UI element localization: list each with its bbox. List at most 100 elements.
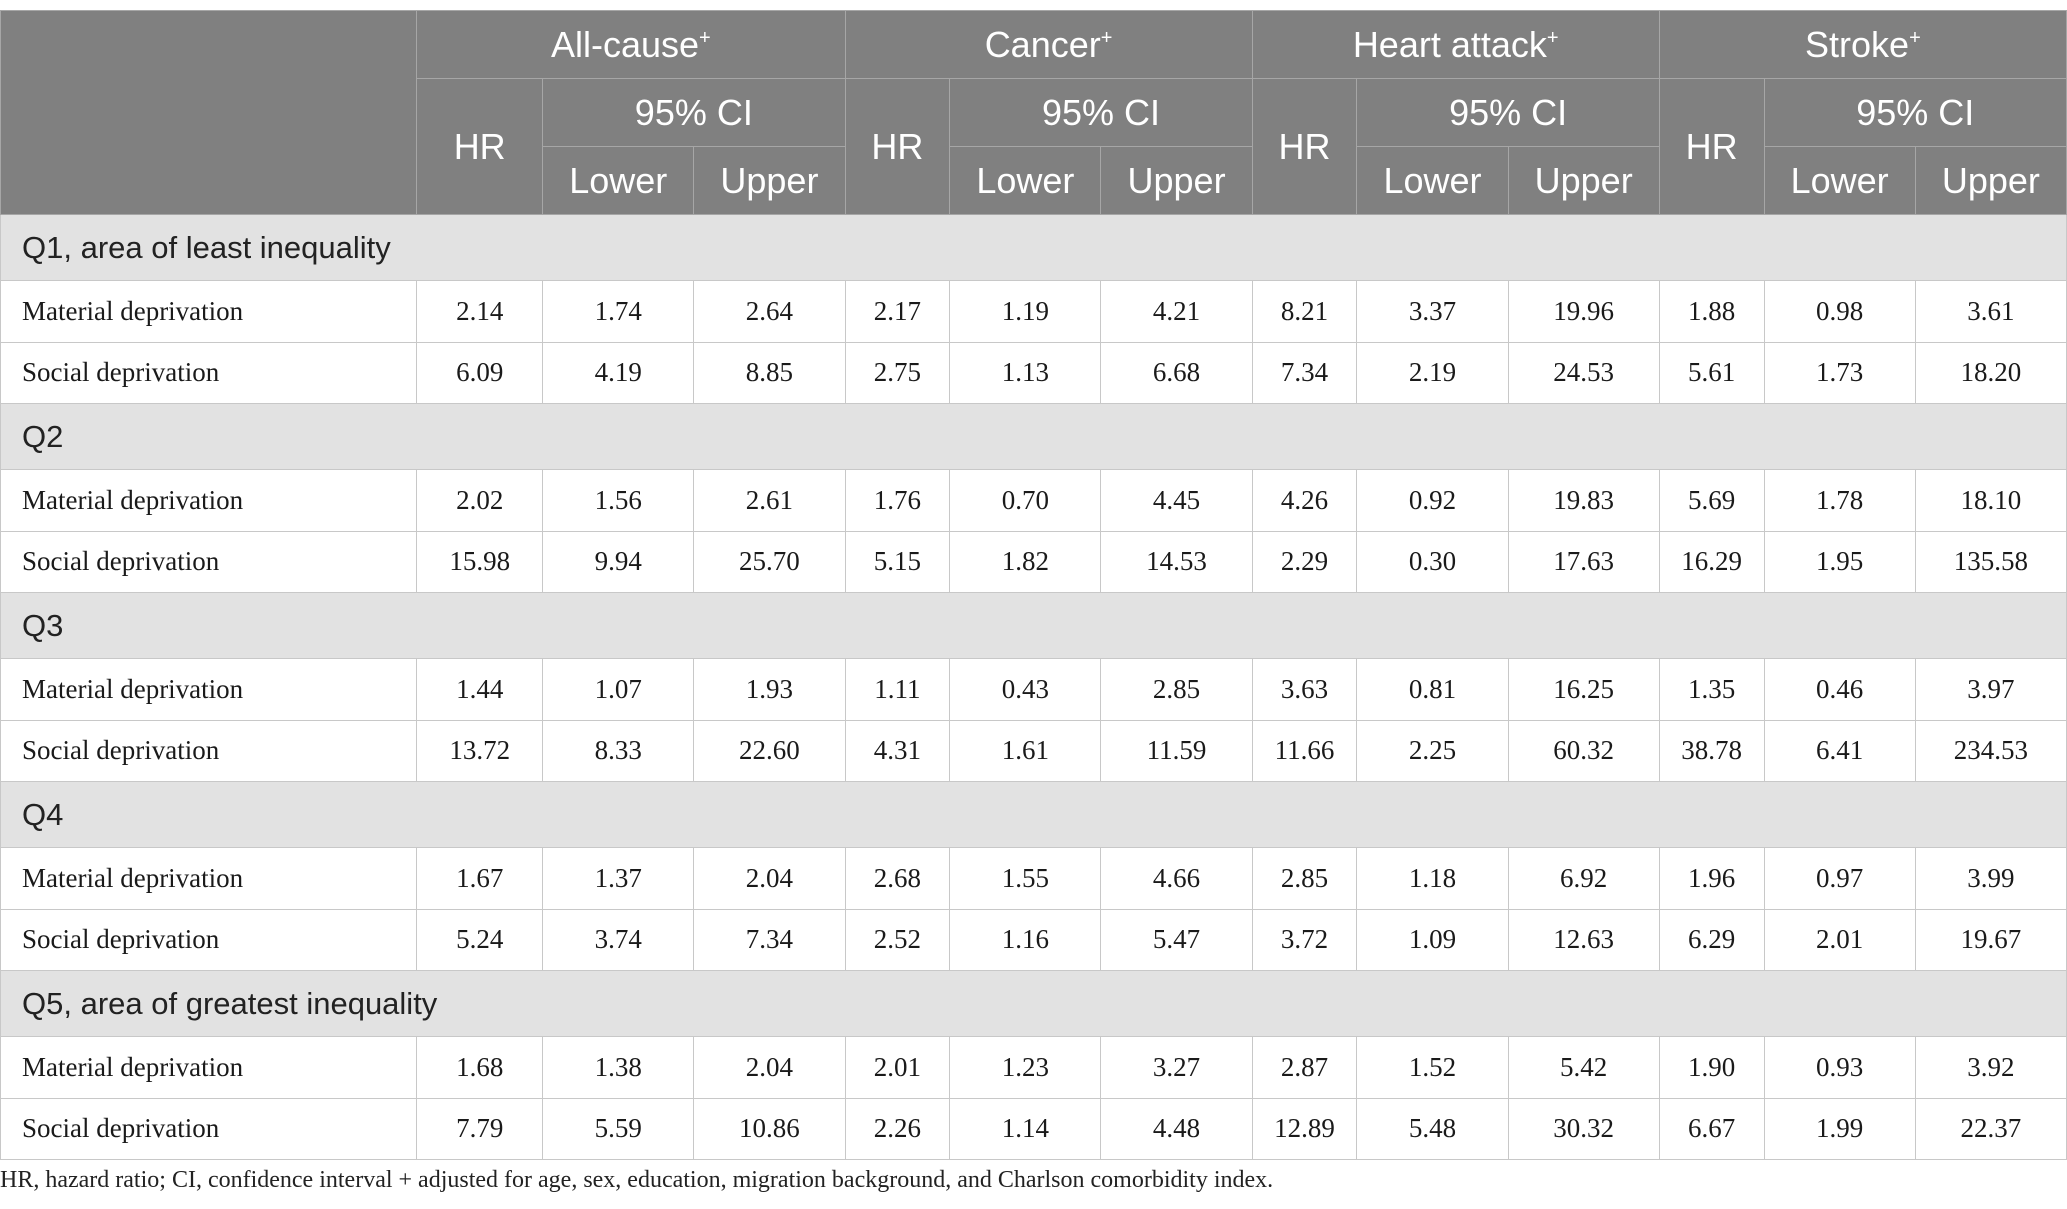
- table-row: Social deprivation 15.98 9.94 25.70 5.15 1.82…: [0, 530, 2067, 593]
- table-cell: 13.72: [416, 719, 544, 782]
- table-cell: 3.63: [1251, 658, 1358, 721]
- section-row: Q1, area of least inequality: [0, 214, 2067, 281]
- hr-header: HR: [1251, 78, 1358, 215]
- table-cell: 0.70: [949, 469, 1102, 532]
- table-cell: 5.48: [1356, 1097, 1509, 1160]
- table-cell: 3.92: [1914, 1036, 2067, 1099]
- group-header-stroke: Stroke+: [1658, 10, 2067, 79]
- table-cell: 3.97: [1914, 658, 2067, 721]
- table-cell: 2.02: [416, 469, 544, 532]
- table-cell: 11.66: [1251, 719, 1358, 782]
- group-header-all-cause: All-cause+: [416, 10, 846, 79]
- upper-header: Upper: [693, 146, 846, 215]
- table-cell: 8.33: [542, 719, 695, 782]
- table-cell: 2.04: [693, 1036, 846, 1099]
- table-cell: 1.23: [949, 1036, 1102, 1099]
- table-cell: 1.76: [844, 469, 951, 532]
- table-cell: 1.99: [1763, 1097, 1916, 1160]
- table-cell: 22.60: [693, 719, 846, 782]
- table-cell: 7.34: [1251, 341, 1358, 404]
- table-cell: 2.87: [1251, 1036, 1358, 1099]
- table-cell: 2.14: [416, 280, 544, 343]
- table-cell: 1.09: [1356, 908, 1509, 971]
- table-cell: 22.37: [1914, 1097, 2067, 1160]
- row-label: Social deprivation: [0, 530, 418, 593]
- table-cell: 1.18: [1356, 847, 1509, 910]
- table-cell: 2.29: [1251, 530, 1358, 593]
- table-cell: 4.26: [1251, 469, 1358, 532]
- hr-header: HR: [416, 78, 544, 215]
- table-cell: 18.10: [1914, 469, 2067, 532]
- table-cell: 1.56: [542, 469, 695, 532]
- table-cell: 6.09: [416, 341, 544, 404]
- header-row-measures: HR 95% CI HR 95% CI HR 95% CI HR 95% CI: [1, 78, 2067, 215]
- table-row: Material deprivation 1.67 1.37 2.04 2.68 1.55…: [0, 847, 2067, 910]
- table-cell: 5.47: [1100, 908, 1253, 971]
- table-cell: 38.78: [1658, 719, 1765, 782]
- section-title: Q5, area of greatest inequality: [0, 970, 2067, 1037]
- table-cell: 8.85: [693, 341, 846, 404]
- row-label: Social deprivation: [0, 908, 418, 971]
- table-cell: 1.73: [1763, 341, 1916, 404]
- table-cell: 1.90: [1658, 1036, 1765, 1099]
- table-cell: 1.82: [949, 530, 1102, 593]
- table-cell: 0.93: [1763, 1036, 1916, 1099]
- table-cell: 3.61: [1914, 280, 2067, 343]
- table-cell: 1.61: [949, 719, 1102, 782]
- table-cell: 16.25: [1507, 658, 1660, 721]
- table-row: Social deprivation 13.72 8.33 22.60 4.31 1.61…: [0, 719, 2067, 782]
- upper-header: Upper: [1914, 146, 2067, 215]
- table-row: Material deprivation 2.14 1.74 2.64 2.17 1.19…: [0, 280, 2067, 343]
- table-cell: 2.26: [844, 1097, 951, 1160]
- table-cell: 25.70: [693, 530, 846, 593]
- table-cell: 2.19: [1356, 341, 1509, 404]
- row-label: Material deprivation: [0, 280, 418, 343]
- table-cell: 1.13: [949, 341, 1102, 404]
- table-cell: 1.88: [1658, 280, 1765, 343]
- table-cell: 5.59: [542, 1097, 695, 1160]
- table-cell: 5.42: [1507, 1036, 1660, 1099]
- table-cell: 6.68: [1100, 341, 1253, 404]
- table-cell: 1.44: [416, 658, 544, 721]
- lower-header: Lower: [1356, 146, 1509, 215]
- section-title: Q2: [0, 403, 2067, 470]
- table-cell: 2.52: [844, 908, 951, 971]
- table-cell: 2.61: [693, 469, 846, 532]
- table-cell: 7.79: [416, 1097, 544, 1160]
- section-row: Q4: [0, 781, 2067, 848]
- table-cell: 1.37: [542, 847, 695, 910]
- hr-header: HR: [1658, 78, 1765, 215]
- table-cell: 0.46: [1763, 658, 1916, 721]
- ci-header: 95% CI: [949, 78, 1253, 147]
- table-cell: 15.98: [416, 530, 544, 593]
- table-cell: 0.81: [1356, 658, 1509, 721]
- group-header-heart-attack: Heart attack+: [1251, 10, 1660, 79]
- table-cell: 1.55: [949, 847, 1102, 910]
- lower-header: Lower: [542, 146, 695, 215]
- section-row: Q5, area of greatest inequality: [0, 970, 2067, 1037]
- table-cell: 19.96: [1507, 280, 1660, 343]
- table-cell: 4.31: [844, 719, 951, 782]
- table-cell: 9.94: [542, 530, 695, 593]
- table-cell: 2.85: [1251, 847, 1358, 910]
- row-label: Material deprivation: [0, 847, 418, 910]
- table-cell: 2.68: [844, 847, 951, 910]
- table-body: Q1, area of least inequality Material dep…: [0, 214, 2067, 1160]
- table-cell: 18.20: [1914, 341, 2067, 404]
- table-cell: 2.17: [844, 280, 951, 343]
- table-cell: 16.29: [1658, 530, 1765, 593]
- table-header: All-cause+ Cancer+ Heart attack+ Stroke+…: [0, 10, 2067, 215]
- table-cell: 17.63: [1507, 530, 1660, 593]
- table-cell: 234.53: [1914, 719, 2067, 782]
- lower-header: Lower: [1763, 146, 1916, 215]
- row-label: Social deprivation: [0, 1097, 418, 1160]
- table-row: Social deprivation 6.09 4.19 8.85 2.75 1.13 6.…: [0, 341, 2067, 404]
- table-cell: 0.30: [1356, 530, 1509, 593]
- table-cell: 6.29: [1658, 908, 1765, 971]
- table-cell: 60.32: [1507, 719, 1660, 782]
- row-label: Social deprivation: [0, 341, 418, 404]
- table-cell: 1.68: [416, 1036, 544, 1099]
- table-row: Material deprivation 1.68 1.38 2.04 2.01 1.23…: [0, 1036, 2067, 1099]
- table-cell: 1.14: [949, 1097, 1102, 1160]
- table-cell: 3.37: [1356, 280, 1509, 343]
